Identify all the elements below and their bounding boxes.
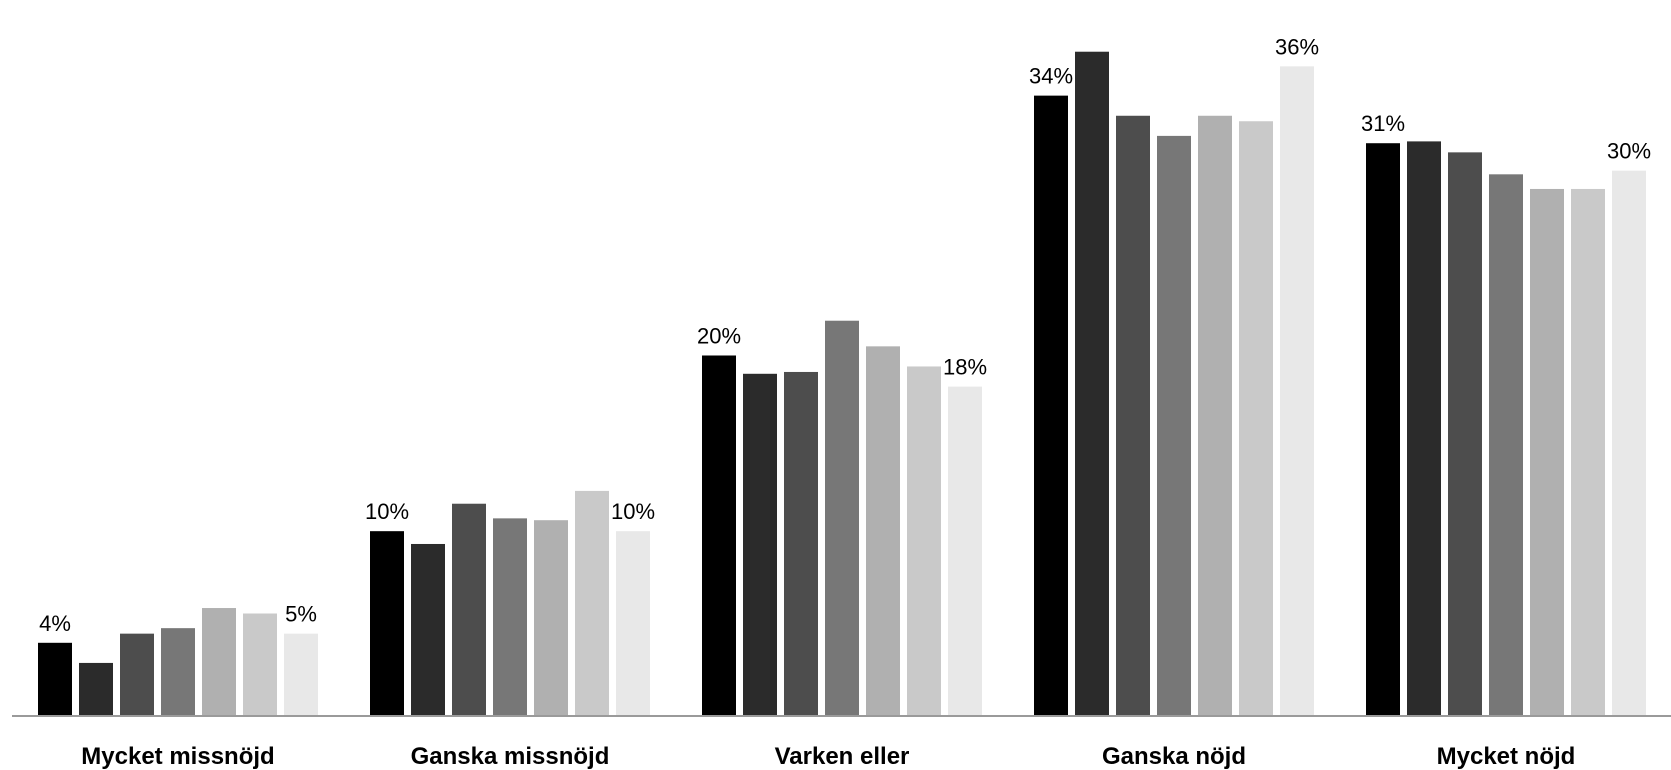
bar-cat1-series4: [534, 520, 568, 716]
bar-cat2-series6: [948, 386, 982, 716]
bar-cat4-series3: [1489, 174, 1523, 716]
bar-cat3-series1: [1075, 51, 1109, 716]
bar-cat2-series2: [784, 371, 818, 716]
bar-cat0-series6: [284, 633, 318, 716]
bar-cat3-series4: [1198, 115, 1232, 716]
data-label: 36%: [1275, 34, 1319, 59]
bar-cat3-series2: [1116, 115, 1150, 716]
bar-cat2-series5: [907, 366, 941, 716]
data-label: 31%: [1361, 111, 1405, 136]
bar-cat1-series2: [452, 503, 486, 716]
bar-cat2-series3: [825, 320, 859, 716]
data-label: 10%: [365, 499, 409, 524]
data-label: 10%: [611, 499, 655, 524]
data-label: 34%: [1029, 64, 1073, 89]
bar-cat3-series0: [1034, 95, 1068, 716]
category-label: Mycket nöjd: [1437, 743, 1576, 770]
bar-cat2-series4: [866, 346, 900, 716]
bar-cat4-series1: [1407, 141, 1441, 716]
bar-cat1-series5: [575, 490, 609, 716]
bar-cat0-series2: [120, 633, 154, 716]
bar-cat1-series6: [616, 531, 650, 716]
data-label: 30%: [1607, 139, 1651, 164]
data-label: 20%: [697, 323, 741, 348]
bar-cat2-series1: [743, 373, 777, 716]
bar-cat1-series1: [411, 543, 445, 716]
bar-cat4-series2: [1448, 152, 1482, 717]
data-label: 5%: [285, 602, 317, 627]
bar-cat3-series5: [1239, 121, 1273, 716]
category-label: Mycket missnöjd: [81, 743, 274, 770]
data-label: 18%: [943, 355, 987, 380]
bar-cat0-series1: [79, 662, 113, 716]
bar-cat3-series6: [1280, 66, 1314, 717]
bar-cat1-series0: [370, 531, 404, 716]
bar-cat0-series3: [161, 628, 195, 716]
data-labels-group: 4% 5% 10% 10% 20% 18% 34% 36% 31% 30%: [39, 34, 1651, 635]
bar-cat4-series4: [1530, 188, 1564, 716]
data-label: 4%: [39, 611, 71, 636]
bar-cat0-series5: [243, 613, 277, 716]
bar-cat0-series0: [38, 642, 72, 716]
category-label: Ganska missnöjd: [411, 743, 610, 770]
bar-cat4-series6: [1612, 170, 1646, 716]
bar-cat3-series3: [1157, 135, 1191, 716]
category-label: Ganska nöjd: [1102, 743, 1246, 770]
category-labels-group: Mycket missnöjd Ganska missnöjd Varken ell…: [81, 743, 1575, 770]
bar-cat0-series4: [202, 608, 236, 716]
bar-cat4-series0: [1366, 143, 1400, 716]
bar-cat2-series0: [702, 355, 736, 716]
bar-cat4-series5: [1571, 188, 1605, 716]
bar-cat1-series3: [493, 518, 527, 716]
bars-group: [38, 51, 1646, 717]
category-label: Varken eller: [775, 743, 910, 770]
